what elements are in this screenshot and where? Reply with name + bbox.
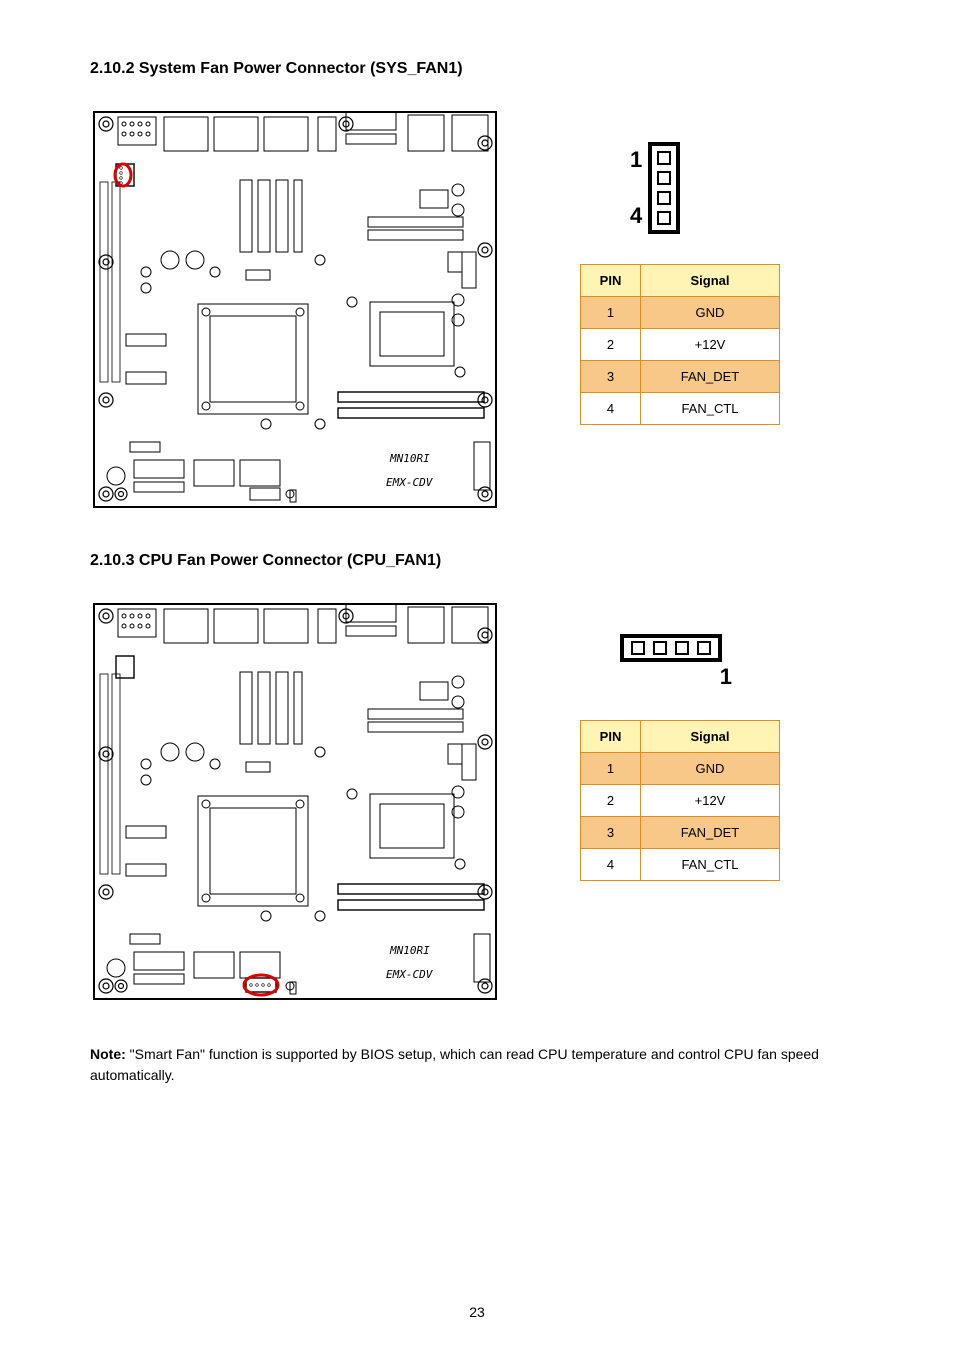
- pin-box: [675, 641, 689, 655]
- table-row: 1 GND: [581, 753, 780, 785]
- section1-block: MN10RI EMX-CDV 1 4 PIN Signal: [90, 102, 874, 512]
- motherboard-diagram-2: MN10RI EMX-CDV: [90, 594, 500, 1004]
- table-row: 4 FAN_CTL: [581, 393, 780, 425]
- silk-1: MN10RI: [389, 452, 430, 465]
- pin-box: [631, 641, 645, 655]
- table-row: 2 +12V: [581, 785, 780, 817]
- page-number: 23: [0, 1304, 954, 1320]
- sysfan-pin-table: PIN Signal 1 GND 2 +12V 3 FAN_DET: [580, 264, 780, 425]
- note-body: "Smart Fan" function is supported by BIO…: [90, 1046, 819, 1083]
- note-label: Note:: [90, 1046, 126, 1062]
- pin-box: [657, 171, 671, 185]
- svg-text:MN10RI: MN10RI: [389, 944, 430, 957]
- th-signal: Signal: [641, 265, 780, 297]
- section2-block: MN10RI EMX-CDV 1 PIN Signal: [90, 594, 874, 1004]
- highlight-sysfan: [115, 164, 131, 186]
- note-text: Note: "Smart Fan" function is supported …: [90, 1044, 874, 1086]
- table-row: 3 FAN_DET: [581, 361, 780, 393]
- section1-title: 2.10.2 System Fan Power Connector (SYS_F…: [90, 60, 874, 78]
- motherboard-diagram-1: MN10RI EMX-CDV: [90, 102, 500, 512]
- svg-text:EMX-CDV: EMX-CDV: [386, 968, 434, 981]
- pin-box: [657, 211, 671, 225]
- cpufan-pin-table: PIN Signal 1 GND 2 +12V 3 FAN_DET: [580, 720, 780, 881]
- th-pin: PIN: [581, 265, 641, 297]
- sysfan-connector-diagram: 1 4: [630, 142, 874, 234]
- pin-label-4: 4: [630, 203, 642, 229]
- table-row: 2 +12V: [581, 329, 780, 361]
- table-row: 3 FAN_DET: [581, 817, 780, 849]
- table-row: 4 FAN_CTL: [581, 849, 780, 881]
- table-row: 1 GND: [581, 297, 780, 329]
- pin-box: [657, 151, 671, 165]
- cpufan-connector-diagram: 1: [620, 634, 874, 690]
- th-pin: PIN: [581, 721, 641, 753]
- pin-box: [653, 641, 667, 655]
- silk-2: EMX-CDV: [386, 476, 434, 489]
- pin-box: [697, 641, 711, 655]
- th-signal: Signal: [641, 721, 780, 753]
- pin-label-1-horz: 1: [620, 664, 732, 690]
- pin-label-1: 1: [630, 147, 642, 173]
- section2-title: 2.10.3 CPU Fan Power Connector (CPU_FAN1…: [90, 552, 874, 570]
- pin-box: [657, 191, 671, 205]
